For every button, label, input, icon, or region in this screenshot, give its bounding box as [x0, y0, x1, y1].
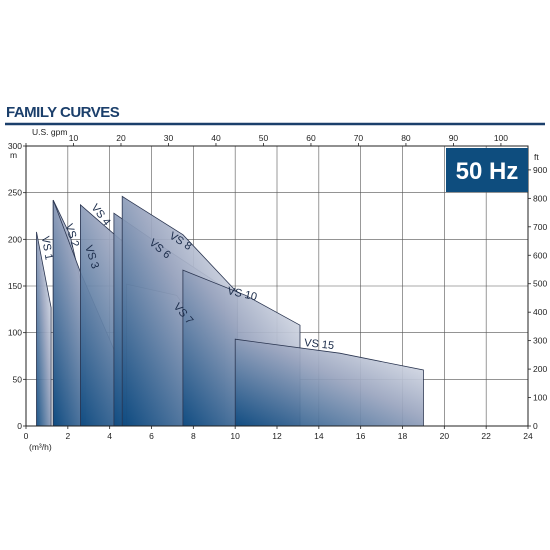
x-tick-label: 24: [523, 431, 533, 441]
y2-tick-label: 0: [533, 421, 538, 431]
y2-tick-label: 100: [533, 393, 547, 403]
y-tick-label: 50: [13, 374, 23, 384]
x2-tick-label: 60: [306, 133, 316, 143]
x-tick-label: 8: [191, 431, 196, 441]
plot-frame: [25, 145, 529, 427]
x-tick-label: 22: [481, 431, 491, 441]
y-tick-label: 200: [8, 234, 22, 244]
curve-label-vs-15: VS 15: [304, 337, 335, 352]
curve-areas: [36, 195, 424, 427]
x2-tick-label: 30: [164, 133, 174, 143]
y-tick-label: 100: [8, 328, 22, 338]
y2-axis-unit: ft: [534, 152, 539, 162]
y-tick-label: 0: [17, 421, 22, 431]
x-tick-label: 0: [24, 431, 29, 441]
x2-tick-label: 50: [259, 133, 269, 143]
x-tick-label: 16: [356, 431, 366, 441]
x2-tick-label: 20: [116, 133, 126, 143]
curve-label-vs-1: VS 1: [39, 235, 55, 261]
y2-tick-label: 900: [533, 165, 547, 175]
y-axis-unit: m: [10, 150, 17, 160]
axes: 0 2 4 6 8 10 12 14 16 18 20 22 24(m³/h)10 20 30 40 50 60 7…: [8, 127, 548, 452]
x-tick-label: 2: [65, 431, 70, 441]
frequency-badge: 50 Hz: [446, 148, 528, 192]
frequency-badge-text: 50 Hz: [456, 158, 519, 185]
x2-tick-label: 40: [211, 133, 221, 143]
x-tick-label: 4: [107, 431, 112, 441]
x-tick-label: 10: [230, 431, 240, 441]
x2-tick-label: 10: [69, 133, 79, 143]
y-tick-label: 150: [8, 281, 22, 291]
y2-tick-label: 300: [533, 336, 547, 346]
x-axis-unit: (m³/h): [29, 442, 52, 452]
y2-tick-label: 600: [533, 250, 547, 260]
y2-tick-label: 800: [533, 193, 547, 203]
curve-area-vs-1: [36, 231, 52, 427]
x2-tick-label: 70: [354, 133, 364, 143]
chart-title: FAMILY CURVES: [6, 104, 120, 121]
x2-tick-label: 90: [449, 133, 459, 143]
x-tick-label: 18: [398, 431, 408, 441]
x2-tick-label: 80: [401, 133, 411, 143]
curve-area-vs-15: [234, 338, 424, 427]
x-tick-label: 12: [272, 431, 282, 441]
x-tick-label: 6: [149, 431, 154, 441]
y2-tick-label: 400: [533, 307, 547, 317]
frequency-badge-background: [446, 148, 528, 192]
y2-tick-label: 700: [533, 222, 547, 232]
y2-tick-label: 500: [533, 279, 547, 289]
x-tick-label: 14: [314, 431, 324, 441]
x2-axis-unit: U.S. gpm: [32, 127, 67, 137]
y-tick-label: 300: [8, 141, 22, 151]
x2-tick-label: 100: [494, 133, 508, 143]
x-tick-label: 20: [440, 431, 450, 441]
y2-tick-label: 200: [533, 364, 547, 374]
y-tick-label: 250: [8, 188, 22, 198]
